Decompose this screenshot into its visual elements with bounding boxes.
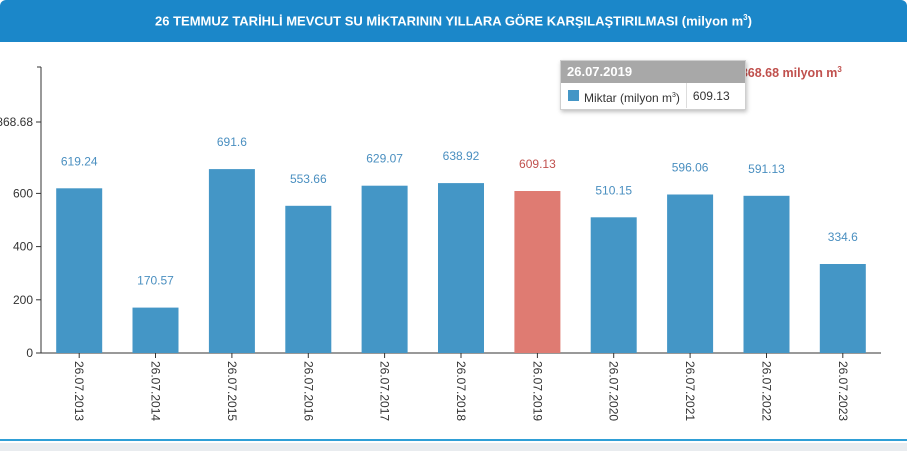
tooltip-series-swatch	[568, 90, 579, 101]
x-tick-label: 26.07.2016	[301, 361, 315, 421]
bar-26.07.2014[interactable]	[132, 307, 179, 353]
x-tick-label: 26.07.2021	[683, 361, 697, 421]
x-tick-label: 26.07.2023	[836, 361, 850, 421]
data-label-26.07.2014: 170.57	[137, 274, 174, 288]
data-label-26.07.2022: 591.13	[748, 162, 785, 176]
x-tick-label: 26.07.2017	[378, 361, 392, 421]
bar-26.07.2023[interactable]	[819, 264, 866, 353]
chart-title-bar: 26 TEMMUZ TARİHLİ MEVCUT SU MİKTARININ Y…	[0, 0, 907, 42]
page-bottom-strip	[0, 443, 907, 451]
chart-panel: 26 TEMMUZ TARİHLİ MEVCUT SU MİKTARININ Y…	[0, 0, 907, 441]
y-tick-label: 200	[13, 293, 33, 307]
bar-26.07.2017[interactable]	[361, 185, 408, 353]
x-tick-label: 26.07.2014	[149, 361, 163, 421]
data-label-26.07.2015: 691.6	[217, 135, 247, 149]
x-tick-label: 26.07.2019	[530, 361, 544, 421]
data-label-26.07.2013: 619.24	[61, 154, 98, 168]
y-tick-label: 868.68	[0, 115, 33, 129]
data-label-26.07.2023: 334.6	[828, 230, 858, 244]
x-tick-label: 26.07.2020	[607, 361, 621, 421]
data-label-26.07.2021: 596.06	[672, 161, 709, 175]
tooltip-series-name: Miktar (milyon m3)	[584, 83, 687, 108]
data-label-26.07.2020: 510.15	[595, 183, 632, 197]
tooltip: 26.07.2019 Miktar (milyon m3) 609.13	[560, 60, 746, 110]
data-label-26.07.2019: 609.13	[519, 157, 556, 171]
x-tick-label: 26.07.2018	[454, 361, 468, 421]
data-label-26.07.2016: 553.66	[290, 172, 327, 186]
bar-26.07.2015[interactable]	[208, 169, 255, 353]
y-tick-label: 400	[13, 240, 33, 254]
bar-26.07.2020[interactable]	[590, 217, 637, 353]
bar-26.07.2016[interactable]	[285, 205, 332, 353]
chart-title: 26 TEMMUZ TARİHLİ MEVCUT SU MİKTARININ Y…	[155, 13, 752, 29]
tooltip-row: Miktar (milyon m3) 609.13	[561, 83, 745, 108]
x-tick-label: 26.07.2015	[225, 361, 239, 421]
y-tick-label: 0	[26, 346, 33, 360]
tooltip-date: 26.07.2019	[561, 61, 745, 83]
bar-26.07.2013[interactable]	[56, 188, 103, 353]
bar-chart: 619.24 170.57 691.6 553.66 629.07 638.92 609.1…	[0, 65, 881, 421]
data-label-26.07.2018: 638.92	[443, 149, 480, 163]
bar-26.07.2019[interactable]	[514, 191, 561, 353]
x-tick-label: 26.07.2022	[760, 361, 774, 421]
tooltip-value: 609.13	[692, 88, 730, 103]
data-label-26.07.2017: 629.07	[366, 152, 403, 166]
bar-26.07.2022[interactable]	[743, 195, 790, 353]
bar-26.07.2021[interactable]	[667, 194, 714, 354]
x-tick-label: 26.07.2013	[72, 361, 86, 421]
y-tick-label: 600	[13, 186, 33, 200]
bar-26.07.2018[interactable]	[438, 183, 484, 353]
